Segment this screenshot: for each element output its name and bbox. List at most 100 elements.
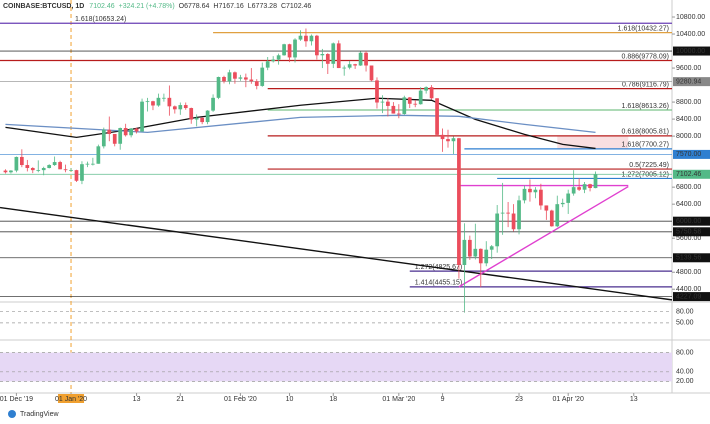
x-tick-label: 9: [441, 396, 445, 403]
candle-body: [80, 164, 84, 181]
price-label-bg: [673, 149, 710, 159]
y-tick-label: 80.00: [676, 308, 694, 315]
y-tick-label: 50.00: [676, 320, 694, 327]
candle-body: [205, 110, 210, 123]
candle-body: [112, 133, 117, 144]
price-change: +324.21 (+4.78%): [119, 3, 175, 10]
candle-body: [30, 168, 35, 171]
candle-body: [178, 105, 183, 110]
price-label: 5139.56: [676, 255, 701, 262]
candle-body: [577, 187, 581, 190]
price-label: 5750.58: [676, 229, 701, 236]
candle-body: [528, 188, 532, 193]
open: O6778.64: [179, 3, 210, 10]
y-tick-label: 40.00: [676, 369, 694, 376]
candle-body: [353, 64, 357, 66]
trendline: [458, 185, 629, 288]
candle-body: [118, 128, 123, 144]
candle-body: [588, 184, 592, 189]
price-label: 6000.00: [676, 218, 701, 225]
candle-body: [25, 165, 30, 169]
candle-body: [36, 170, 41, 171]
candle-body: [309, 35, 314, 42]
candle-body: [407, 97, 412, 104]
candle-body: [347, 64, 352, 68]
candle-body: [91, 163, 95, 165]
candle-body: [172, 106, 177, 110]
x-tick-label: 13: [133, 396, 141, 403]
candle-body: [424, 87, 429, 91]
candle-body: [63, 169, 68, 171]
y-tick-label: 5600.00: [676, 235, 701, 242]
candle-body: [254, 81, 259, 86]
candle-body: [451, 138, 456, 142]
candle-body: [522, 188, 527, 201]
candle-body: [9, 170, 13, 173]
fib-label: 1.618(10653.24): [75, 16, 126, 23]
candle-body: [96, 146, 101, 164]
candle-body: [14, 156, 19, 171]
x-tick-highlight: [58, 394, 85, 403]
candle-body: [462, 239, 467, 265]
price-label: 9280.94: [676, 78, 701, 85]
low: L6773.28: [248, 3, 277, 10]
candle-body: [140, 101, 144, 132]
header: COINBASE:BTCUSD, 1D 7102.46 +324.21 (+4.78…: [3, 3, 311, 10]
candle-body: [320, 54, 325, 56]
candle-body: [544, 205, 549, 211]
fib-label: 1.414(4455.15): [415, 280, 462, 287]
fib-label: 1.618(10432.27): [618, 25, 669, 32]
last-price: 7102.46: [89, 3, 114, 10]
price-label-bg: [673, 253, 710, 263]
candle-body: [560, 202, 565, 205]
candle-body: [582, 184, 587, 190]
y-tick-label: 9600.00: [676, 65, 701, 72]
y-tick-label: 6400.00: [676, 201, 701, 208]
candle-body: [380, 101, 385, 103]
candle-body: [478, 248, 483, 264]
candle-body: [58, 162, 62, 170]
candle-body: [249, 79, 254, 82]
candle-body: [435, 98, 439, 135]
fib-label: 1.618(7700.27): [622, 142, 669, 149]
price-label: 10000.00: [676, 48, 705, 55]
candle-body: [364, 52, 368, 66]
x-tick-label: 10: [286, 396, 294, 403]
candle-body: [233, 72, 237, 79]
candle-body: [41, 168, 46, 171]
x-tick-label: 01 Mar '20: [382, 396, 415, 403]
candle-body: [467, 239, 472, 257]
candle-body: [342, 67, 347, 69]
candle-body: [386, 101, 390, 106]
candle-body: [129, 128, 133, 136]
candle-body: [500, 212, 505, 214]
candle-body: [222, 76, 226, 82]
candle-body: [304, 35, 308, 42]
candle-body: [167, 97, 172, 107]
y-tick-label: 80.00: [676, 349, 694, 356]
price-label: 4227.09: [676, 293, 701, 300]
candle-body: [134, 128, 139, 132]
candle-body: [243, 77, 248, 80]
price-label-bg: [673, 227, 710, 237]
candle-body: [418, 90, 423, 105]
candle-body: [473, 248, 478, 257]
candle-body: [85, 163, 90, 165]
candle-body: [293, 39, 297, 58]
candle-body: [265, 61, 270, 68]
y-tick-label: 4800.00: [676, 269, 701, 276]
x-tick-label: 13: [630, 396, 638, 403]
fib-label: 0.786(9116.79): [622, 81, 669, 88]
candle-body: [571, 187, 576, 194]
candle-body: [484, 249, 489, 264]
candle-body: [211, 97, 215, 111]
candle-body: [271, 59, 276, 62]
candle-body: [276, 55, 281, 60]
fib-label: 1.272(7005.12): [622, 171, 669, 178]
candle-body: [402, 97, 407, 114]
candle-body: [555, 204, 560, 227]
candle-body: [358, 52, 363, 66]
candle-body: [238, 77, 243, 79]
candle-body: [489, 246, 494, 250]
